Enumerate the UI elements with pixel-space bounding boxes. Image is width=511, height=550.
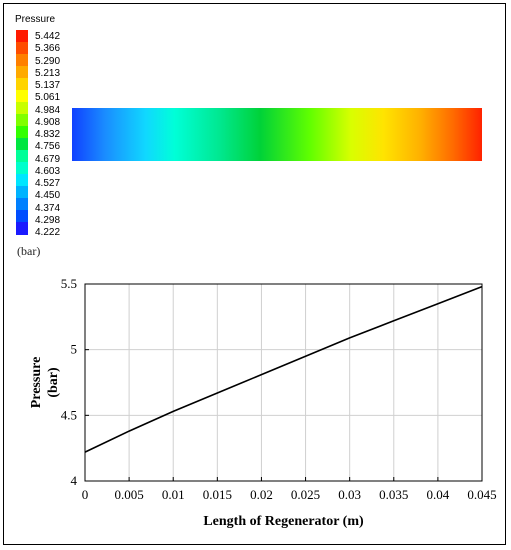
x-tick-label: 0.005 [114,487,143,502]
colorbar-tick-label: 5.061 [35,92,61,104]
colorbar-tick-label: 4.450 [35,190,61,202]
figure-frame [3,3,506,545]
colorbar-segment [16,198,28,211]
colorbar-tick-label: 4.908 [35,116,61,128]
colorbar-tick-label: 5.137 [35,80,61,91]
colorbar-tick-label: 4.298 [35,214,61,226]
colorbar-segment [16,174,28,187]
x-tick-label: 0.035 [379,487,408,502]
x-tick-label: 0 [82,487,89,502]
colorbar-segment [16,54,28,67]
contour-legend-title: Pressure [15,14,56,25]
x-tick-label: 0.045 [467,487,496,502]
colorbar-segment [16,30,28,43]
colorbar-segment [16,78,28,91]
colorbar-segment [16,114,28,127]
colorbar-segment [16,210,28,223]
colorbar-tick-label: 5.290 [35,55,61,67]
contour-colorbar [16,30,28,235]
y-tick-label: 4 [71,473,78,488]
pressure-series-line [84,285,483,453]
colorbar-tick-label: 5.366 [35,43,61,55]
colorbar-tick-label: 4.984 [35,104,61,116]
colorbar-segment [16,162,28,175]
colorbar-segment [16,138,28,151]
x-axis-title: Length of Regenerator (m) [203,514,364,529]
colorbar-tick-label: 4.527 [35,178,61,189]
x-tick-label: 0.01 [162,487,185,502]
chart-ticks: 0 0.005 0.01 0.015 0.02 0.025 0.03 0.035 0.04 0.0… [61,276,497,502]
colorbar-tick-label: 4.603 [35,165,61,177]
colorbar-tick-label: 4.756 [35,141,61,153]
colorbar-segment [16,222,28,235]
x-tick-label: 0.02 [250,487,273,502]
x-tick-label: 0.03 [338,487,361,502]
y-tick-label: 5 [71,342,78,357]
colorbar-tick-label: 4.374 [35,202,61,214]
colorbar-tick-label: 5.442 [35,31,61,42]
colorbar-segment [16,126,28,139]
colorbar-segment [16,150,28,163]
contour-unit-label: (bar) [17,244,41,258]
colorbar-segment [16,66,28,79]
y-axis-title-line: Pressure [29,357,44,409]
colorbar-tick-label: 4.222 [35,227,61,238]
x-tick-label: 0.025 [291,487,320,502]
colorbar-segment [16,102,28,115]
pressure-contour-bar [72,108,482,161]
plot-area [84,283,483,482]
colorbar-segment [16,186,28,199]
colorbar-segment [16,42,28,55]
colorbar-segment [16,90,28,103]
y-tick-label: 4.5 [61,407,77,422]
colorbar-tick-label: 4.679 [35,153,61,165]
y-axis-title-line: (bar) [46,367,61,398]
colorbar-tick-label: 5.213 [35,67,61,79]
x-tick-label: 0.04 [427,487,450,502]
chart-grid [84,283,483,482]
x-tick-label: 0.015 [203,487,232,502]
colorbar-tick-label: 4.832 [35,129,61,140]
y-tick-label: 5.5 [61,276,77,291]
y-axis-title: Pressure (bar) [29,357,61,409]
